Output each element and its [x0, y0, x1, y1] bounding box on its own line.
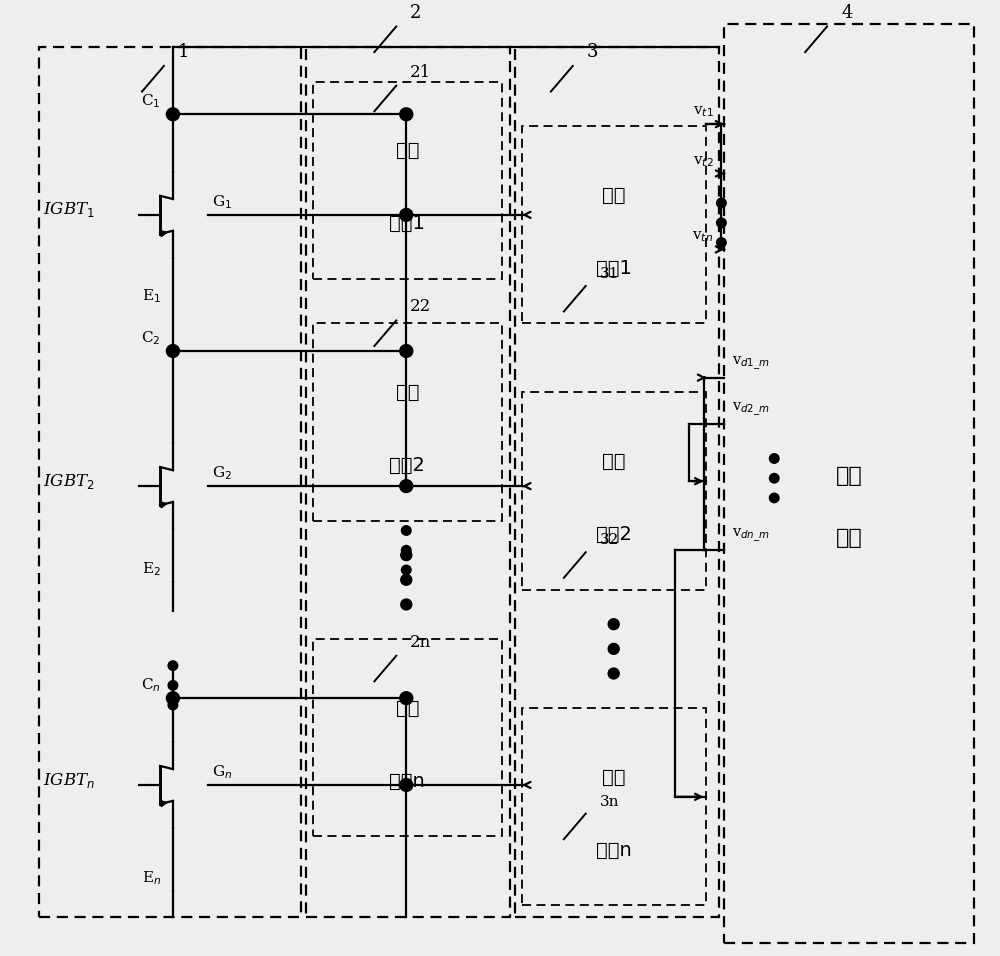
Text: IGBT$_n$: IGBT$_n$	[43, 771, 95, 790]
Circle shape	[401, 550, 412, 560]
Circle shape	[608, 619, 619, 630]
Text: 3: 3	[587, 43, 598, 61]
Text: 驱动: 驱动	[602, 185, 626, 205]
Text: G$_2$: G$_2$	[212, 465, 232, 482]
Text: 单元: 单元	[836, 529, 862, 549]
Circle shape	[401, 526, 411, 535]
Text: 21: 21	[410, 64, 432, 80]
Text: 31: 31	[600, 267, 619, 281]
Text: 箱位: 箱位	[396, 141, 419, 161]
Text: 3n: 3n	[600, 794, 619, 809]
Circle shape	[608, 643, 619, 654]
Text: 4: 4	[841, 4, 852, 22]
Text: C$_1$: C$_1$	[141, 93, 161, 110]
Text: C$_2$: C$_2$	[141, 329, 161, 347]
Text: v$_{t1}$: v$_{t1}$	[693, 104, 713, 120]
Circle shape	[400, 480, 413, 492]
Circle shape	[769, 454, 779, 464]
Text: G$_1$: G$_1$	[212, 193, 232, 211]
Circle shape	[717, 238, 726, 248]
Circle shape	[166, 344, 179, 358]
Text: v$_{d1\_m}$: v$_{d1\_m}$	[732, 355, 770, 372]
Text: 1: 1	[178, 43, 189, 61]
Text: 单元2: 单元2	[389, 456, 425, 475]
Circle shape	[769, 473, 779, 483]
Text: 单元2: 单元2	[596, 525, 632, 544]
Text: 2n: 2n	[410, 634, 432, 651]
Circle shape	[401, 565, 411, 575]
Text: 单元1: 单元1	[596, 259, 632, 277]
Text: 控制: 控制	[836, 467, 862, 487]
Circle shape	[401, 599, 412, 610]
Text: v$_{t2}$: v$_{t2}$	[693, 154, 713, 168]
Circle shape	[400, 778, 413, 792]
Text: v$_{d2\_m}$: v$_{d2\_m}$	[732, 401, 770, 418]
Text: v$_{dn\_m}$: v$_{dn\_m}$	[732, 528, 770, 544]
Text: 32: 32	[600, 533, 619, 547]
Text: v$_{tn}$: v$_{tn}$	[692, 229, 713, 245]
Circle shape	[168, 681, 178, 690]
Circle shape	[769, 493, 779, 503]
Circle shape	[166, 108, 179, 120]
Circle shape	[400, 208, 413, 221]
Circle shape	[400, 692, 413, 705]
Text: C$_n$: C$_n$	[141, 677, 161, 694]
Text: 驱动: 驱动	[602, 452, 626, 471]
Text: G$_n$: G$_n$	[212, 763, 232, 781]
Text: IGBT$_2$: IGBT$_2$	[43, 471, 95, 490]
Text: 单元n: 单元n	[389, 771, 425, 791]
Text: 驱动: 驱动	[602, 768, 626, 787]
Circle shape	[166, 692, 179, 705]
Circle shape	[168, 661, 178, 670]
Circle shape	[400, 344, 413, 358]
Circle shape	[608, 668, 619, 679]
Text: 箱位: 箱位	[396, 383, 419, 402]
Circle shape	[717, 198, 726, 207]
Circle shape	[168, 701, 178, 709]
Text: E$_2$: E$_2$	[142, 560, 161, 577]
Text: 单元n: 单元n	[596, 840, 632, 859]
Text: 箱位: 箱位	[396, 699, 419, 718]
Text: IGBT$_1$: IGBT$_1$	[43, 201, 95, 220]
Circle shape	[400, 108, 413, 120]
Text: E$_n$: E$_n$	[142, 869, 161, 886]
Text: 22: 22	[410, 298, 432, 315]
Text: 单元1: 单元1	[389, 214, 425, 233]
Circle shape	[401, 546, 411, 554]
Text: 2: 2	[410, 4, 422, 22]
Circle shape	[717, 218, 726, 228]
Circle shape	[401, 575, 412, 585]
Text: E$_1$: E$_1$	[142, 287, 161, 305]
